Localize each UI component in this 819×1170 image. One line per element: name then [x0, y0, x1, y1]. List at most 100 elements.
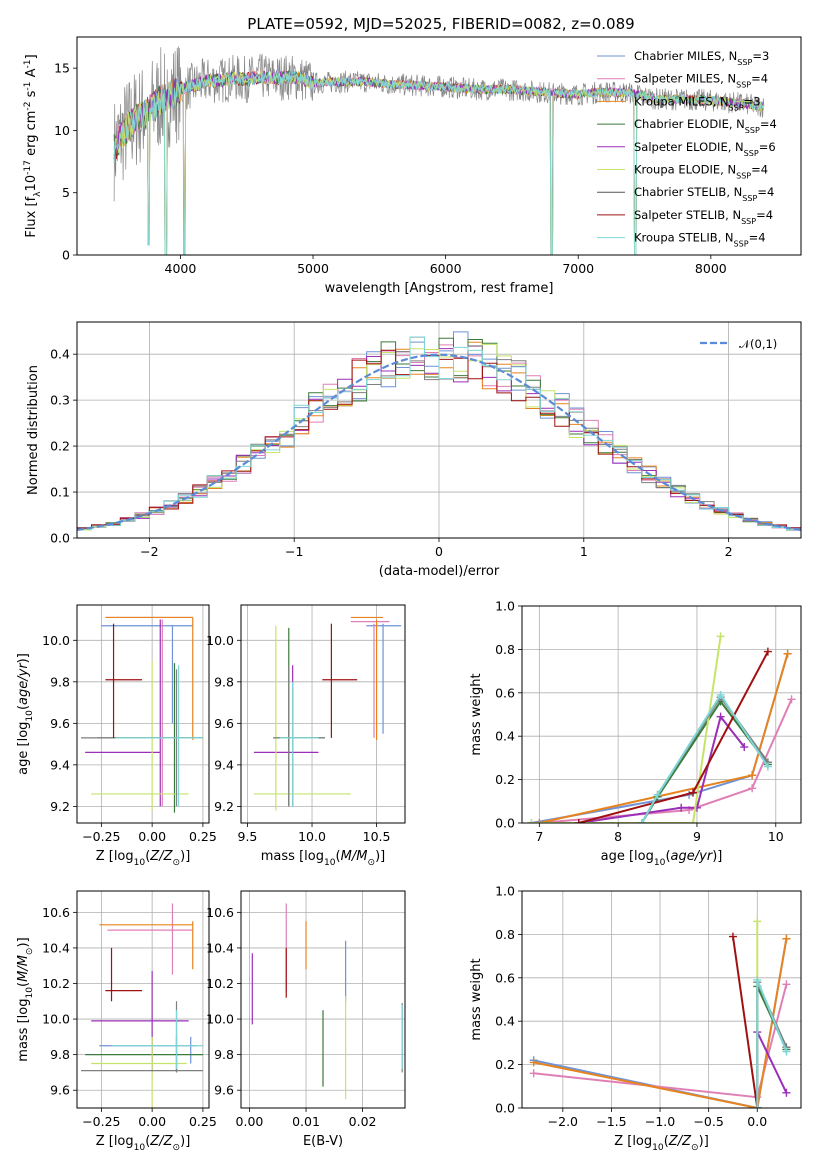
figure-title: PLATE=0592, MJD=52025, FIBERID=0082, z=0…	[247, 15, 634, 33]
axes-frame	[76, 890, 210, 1109]
weight-marker	[753, 1104, 762, 1108]
y-tick-label: 10.0	[206, 633, 234, 648]
weight-series	[533, 938, 788, 1108]
y-tick-label: 9.8	[50, 674, 70, 689]
y-tick-label: 0.0	[495, 816, 515, 831]
axes-frame	[76, 321, 802, 539]
y-tick-label: 10.6	[42, 905, 70, 920]
weight-marker	[753, 917, 762, 926]
weight-marker	[716, 632, 725, 641]
y-axis-label: Flux [fλ10-17 erg cm-2 s-1 A-1]	[23, 54, 43, 237]
weight-marker	[653, 790, 662, 799]
y-tick-label: 9.4	[50, 757, 70, 772]
x-tick-label: −2	[140, 544, 158, 559]
x-tick-label: 0.00	[138, 1114, 166, 1129]
weight-marker	[782, 980, 791, 989]
y-tick-label: 0.2	[50, 439, 70, 454]
legend-label: Kroupa STELIB, NSSP=4	[634, 231, 766, 249]
y-tick-label: 10	[54, 123, 70, 138]
legend-label: Salpeter STELIB, NSSP=4	[634, 208, 773, 226]
plot-area	[81, 616, 203, 813]
weight-marker	[574, 819, 583, 823]
weight-marker	[782, 1047, 791, 1056]
plot-area	[527, 632, 796, 823]
y-tick-label: 9.2	[50, 799, 70, 814]
x-tick-label: 10	[768, 829, 784, 844]
x-tick-label: −1	[285, 544, 303, 559]
weight-marker	[529, 1058, 538, 1067]
y-tick-label: 9.6	[50, 716, 70, 731]
x-axis-label: Z [log10(Z/Z⊙)]	[96, 849, 191, 868]
plot-area	[253, 616, 402, 811]
legend-label: Chabrier MILES, NSSP=3	[634, 49, 769, 67]
legend-label: Salpeter ELODIE, NSSP=6	[634, 140, 776, 158]
x-tick-label: 0.0	[747, 1114, 767, 1129]
plot-area	[77, 331, 801, 533]
massweight-vs-z-panel: −2.0 −1.5 −1.0 −0.5 0.0 0.0 0.2 0.4 0.6 0.8 1.0 Z […	[469, 884, 802, 1153]
y-tick-label: 0.2	[495, 772, 515, 787]
x-tick-label: −0.25	[82, 829, 120, 844]
weight-marker	[689, 819, 698, 823]
weight-marker	[753, 975, 762, 984]
y-tick-label: 0.3	[50, 393, 70, 408]
y-tick-label: 9.6	[214, 716, 234, 731]
y-axis-label: age [log10(age/yr)]	[16, 653, 35, 775]
weight-marker	[527, 819, 536, 823]
weight-marker	[748, 771, 757, 780]
legend-label: Kroupa ELODIE, NSSP=4	[634, 163, 768, 181]
y-tick-label: 0.4	[495, 1014, 515, 1029]
axes-frame	[76, 604, 210, 824]
mass-vs-z-panel: −0.25 0.00 0.25 9.6 9.8 10.0 10.2 10.4 10.6 Z [lo…	[16, 890, 217, 1153]
y-tick-label: 5	[62, 185, 70, 200]
y-tick-label: 9.2	[214, 799, 234, 814]
x-tick-label: −1.5	[596, 1114, 626, 1129]
y-tick-label: 9.6	[50, 1083, 70, 1098]
x-tick-label: 5000	[297, 261, 329, 276]
plot-area	[251, 903, 403, 1100]
y-axis-label: mass [log10(M/M⊙)]	[16, 937, 35, 1061]
weight-series	[578, 714, 746, 823]
y-tick-label: 9.4	[214, 757, 234, 772]
legend-label: Kroupa MILES, NSSP=3	[634, 94, 761, 112]
x-tick-label: 9	[693, 829, 701, 844]
spectrum-panel: 4000 5000 6000 7000 8000 0 5 10 15 wavelength [An…	[23, 36, 802, 296]
plot-area	[529, 917, 791, 1108]
y-tick-label: 0	[62, 248, 70, 263]
y-tick-label: 0.6	[495, 685, 515, 700]
x-tick-label: 0.02	[349, 1114, 377, 1129]
x-tick-label: 0.01	[292, 1114, 320, 1129]
weight-marker	[716, 712, 725, 721]
normal-curve	[77, 353, 801, 531]
y-tick-label: 1.0	[495, 599, 515, 614]
x-tick-label: −2.0	[548, 1114, 578, 1129]
x-tick-label: 0.25	[189, 829, 217, 844]
y-tick-label: 10.0	[42, 1012, 70, 1027]
legend-label: Chabrier STELIB, NSSP=4	[634, 185, 774, 203]
x-tick-label: 0.00	[138, 829, 166, 844]
axes-frame	[521, 605, 802, 824]
x-axis-label: E(B-V)	[303, 1134, 343, 1149]
weight-marker	[782, 934, 791, 943]
x-tick-label: −1.0	[645, 1114, 675, 1129]
massweight-vs-age-panel: 7 8 9 10 0.0 0.2 0.4 0.6 0.8 1.0 age [log10(age/yr…	[469, 599, 802, 868]
y-tick-label: 0.8	[495, 642, 515, 657]
y-tick-label: 9.6	[214, 1083, 234, 1098]
x-tick-label: 9.5	[238, 829, 258, 844]
legend-label: 𝒩(0,1)	[739, 337, 777, 351]
y-tick-label: 0.1	[50, 485, 70, 500]
plot-area	[113, 46, 765, 255]
y-tick-label: 9.8	[214, 1047, 234, 1062]
x-tick-label: 8000	[695, 261, 727, 276]
x-tick-label: 7000	[562, 261, 594, 276]
weight-marker	[529, 1069, 538, 1078]
weight-marker	[782, 1088, 791, 1097]
y-tick-label: 9.8	[214, 674, 234, 689]
y-tick-label: 10.2	[206, 976, 234, 991]
x-axis-label: Z [log10(Z/Z⊙)]	[96, 1134, 191, 1153]
x-tick-label: 4000	[165, 261, 197, 276]
weight-marker	[637, 819, 646, 823]
x-axis-label: age [log10(age/yr)]	[601, 849, 723, 868]
legend-label: Salpeter MILES, NSSP=4	[634, 72, 768, 90]
x-tick-label: 7	[535, 829, 543, 844]
age-vs-z-panel: −0.25 0.00 0.25 9.2 9.4 9.6 9.8 10.0 Z [log10(Z/…	[16, 604, 217, 868]
